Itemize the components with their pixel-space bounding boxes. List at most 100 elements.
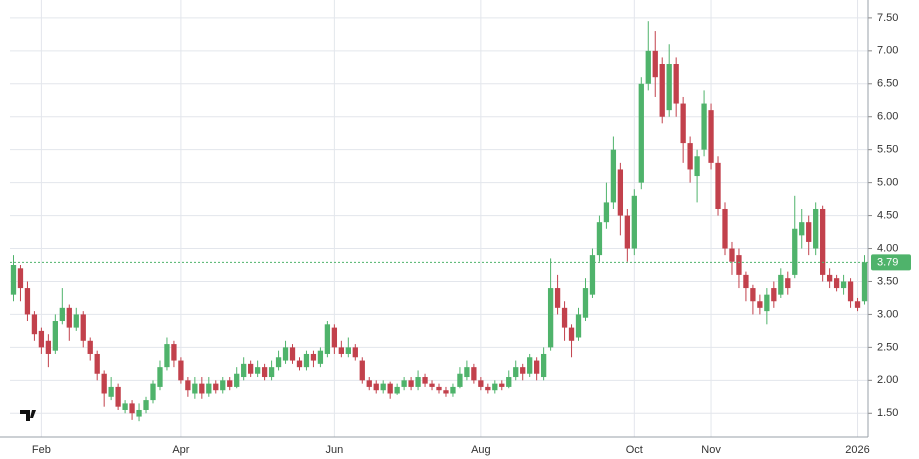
y-tick-label: 7.00 — [877, 45, 898, 57]
candle-body — [17, 268, 24, 289]
candle-body — [589, 255, 596, 295]
candle-body — [352, 347, 358, 358]
candle-body — [282, 347, 289, 361]
candle-body — [415, 377, 421, 387]
candle-body — [310, 353, 317, 361]
candle-body — [241, 363, 247, 378]
candle-body — [645, 50, 651, 84]
candle-body — [631, 195, 637, 249]
candle-body — [840, 281, 847, 289]
candle-body — [429, 383, 435, 387]
candle-body — [478, 380, 484, 387]
candle-body — [673, 64, 679, 104]
candle-body — [108, 386, 114, 397]
candle-body — [575, 314, 582, 338]
candle-body — [366, 380, 372, 387]
candle-body — [715, 162, 721, 209]
candle-body — [296, 360, 303, 368]
candle-body — [401, 380, 407, 387]
candle-body — [799, 222, 805, 236]
candle-body — [136, 409, 142, 417]
candle-body — [59, 307, 65, 322]
candle-body — [143, 400, 149, 410]
candle-body — [764, 294, 770, 312]
candle-body — [596, 222, 603, 256]
y-tick-label: 4.00 — [877, 242, 898, 254]
candle-body — [338, 347, 344, 354]
candle-body — [513, 367, 519, 378]
candle-body — [457, 373, 463, 387]
x-tick-label: Oct — [626, 444, 643, 456]
candle-body — [757, 301, 763, 308]
y-tick-label: 5.50 — [877, 144, 898, 156]
candle-body — [610, 149, 617, 203]
y-tick-label: 3.50 — [877, 275, 898, 287]
candle-body — [73, 314, 79, 328]
candle-body — [638, 83, 644, 183]
candle-body — [387, 383, 393, 394]
x-tick-label: Apr — [172, 444, 189, 456]
y-tick-label: 6.00 — [877, 111, 898, 123]
candle-body — [833, 278, 840, 289]
candle-body — [680, 103, 686, 144]
candle-body — [331, 327, 338, 348]
candle-body — [520, 367, 526, 374]
candle-body — [582, 288, 589, 318]
x-tick-label: 2026 — [845, 444, 869, 456]
candle-body — [129, 403, 135, 414]
candle-body — [499, 383, 505, 387]
candle-body — [464, 367, 470, 378]
candle-body — [275, 357, 282, 368]
candle-body — [443, 390, 449, 394]
candle-body — [45, 340, 52, 354]
candle-body — [422, 377, 428, 384]
candle-body — [485, 386, 491, 391]
candle-body — [373, 383, 379, 391]
candle-body — [164, 344, 170, 368]
candle-body — [171, 344, 177, 361]
candle-body — [743, 274, 749, 289]
candle-body — [213, 383, 219, 391]
candle-body — [527, 357, 533, 374]
candle-body — [101, 373, 107, 394]
candle-body — [317, 350, 324, 364]
candle-body — [561, 307, 568, 328]
candle-body — [750, 288, 756, 302]
candle-body — [506, 377, 512, 387]
candle-body — [220, 380, 226, 391]
candle-body — [10, 265, 17, 295]
candle-body — [87, 340, 93, 354]
candle-body — [227, 380, 233, 387]
candle-body — [687, 143, 693, 170]
candle-body — [778, 274, 784, 295]
x-tick-label: Jun — [325, 444, 343, 456]
candle-body — [324, 324, 331, 354]
candle-body — [861, 262, 868, 302]
candle-body — [359, 360, 365, 381]
candle-body — [792, 228, 798, 275]
candle-body — [736, 255, 742, 275]
candle-body — [492, 383, 498, 391]
candle-body — [471, 367, 477, 381]
candle-body — [624, 215, 630, 249]
candle-body — [248, 363, 254, 374]
candle-body — [157, 367, 163, 387]
candle-body — [80, 314, 86, 341]
x-tick-label: Aug — [471, 444, 491, 456]
candle-body — [603, 202, 610, 223]
y-tick-label: 1.50 — [877, 407, 898, 419]
candle-body — [185, 380, 191, 391]
candle-body — [261, 367, 268, 378]
y-tick-label: 5.00 — [877, 177, 898, 189]
candle-body — [652, 50, 658, 78]
candle-body — [192, 383, 198, 394]
candle-body — [540, 353, 547, 378]
candle-body — [24, 288, 31, 315]
candle-body — [234, 373, 240, 387]
candle-body — [820, 208, 826, 275]
candle-body — [31, 314, 38, 335]
candle-body — [547, 288, 554, 348]
y-tick-label: 6.50 — [877, 78, 898, 90]
